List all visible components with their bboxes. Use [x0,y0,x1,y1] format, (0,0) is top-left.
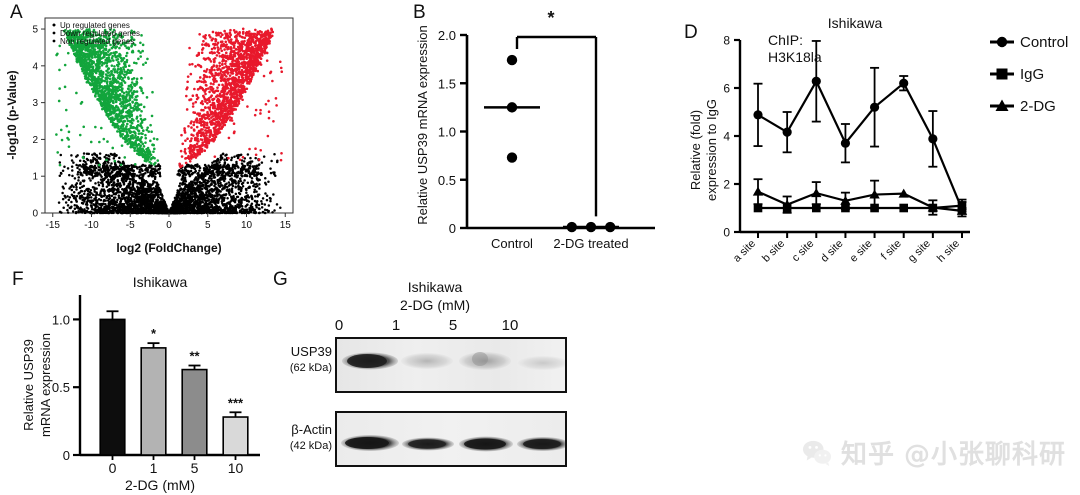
blot-image-actin [337,413,565,465]
bar-chart-f: 00.51.0 ****** 0 1 5 10 Ishikawa Relative U… [21,274,260,493]
bar-significance-3: *** [228,395,244,410]
panel-a: A -15 -10 -5 0 5 10 15 0 1 2 3 4 5 log2 (FoldChange)… [0,0,310,262]
panel-g: G Ishikawa 2-DG (mM) 0 1 5 10 USP39 (62 … [265,265,567,495]
panel-f-ylabel-2: mRNA expression [38,333,53,437]
dotplot-axes: 00.51.01.52.0 [438,28,655,236]
wechat-icon [802,440,832,466]
bar-xtick-1: 1 [150,460,158,476]
legend-up-label: Up regulated genes [60,21,130,30]
blot-row-label-actin: β-Actin (42 kDa) [260,422,332,453]
chip-xtick-5: f site [879,238,904,263]
chip-x-tick-labels: a site b site c site d site e site f site g si… [731,238,962,265]
watermark-handle: @小张聊科研 [903,440,1066,470]
blot-panel-actin [335,411,567,467]
blot-row-label-usp39: USP39 (62 kDa) [260,344,332,375]
chip-series [752,40,968,218]
legend-non-label: Non regulated genes [60,37,134,46]
panel-g-title-line2: 2-DG (mM) [400,297,470,313]
panel-f-title: Ishikawa [133,274,188,290]
blot-image-usp39 [337,339,565,391]
legend-igg-label: IgG [1020,66,1044,83]
panel-a-ylabel: -log10 (p-Value) [5,70,19,159]
blot-protein-actin: β-Actin [291,422,332,437]
legend-2dg-label: 2-DG [1020,98,1056,115]
blot-weight-usp39: (62 kDa) [289,361,332,374]
watermark: 知乎 @小张聊科研 [802,434,1066,471]
blot-lane-header-2: 5 [448,317,458,334]
legend-control-label: Control [1020,34,1068,51]
watermark-site: 知乎 [840,440,895,470]
blot-lane-header-0: 0 [334,317,344,334]
panel-d-subtitle-2: H3K18la [768,49,822,65]
blot-lane-header-3: 10 [501,317,519,334]
panel-b-significance: * [547,8,554,28]
bar-significance-2: ** [189,349,200,364]
panel-g-label: G [273,269,288,290]
volcano-legend: Up regulated genes Down regulated genes … [52,21,140,46]
chip-xtick-3: d site [818,238,845,265]
panel-f-ylabel-1: Relative USP39 [21,339,36,431]
dotplot-chart: 00.51.01.52.0 Relative USP39 mRNA expres… [415,8,655,251]
panel-d-ylabel-2: expression to IgG [704,99,719,201]
blot-weight-actin: (42 kDa) [289,439,332,452]
panel-d-label: D [684,22,698,43]
panel-a-xlabel: log2 (FoldChange) [116,241,221,255]
panel-a-label: A [10,2,23,23]
blot-panel-usp39 [335,337,567,393]
blot-lane-header-1: 1 [391,317,401,334]
bar-xtick-3: 10 [228,460,244,476]
blot-protein-usp39: USP39 [290,344,332,359]
chip-xtick-1: b site [760,238,787,265]
chip-xtick-7: h site [935,238,962,265]
panel-d-ylabel-1: Relative (fold) [688,110,703,190]
bar-f-bars: ****** [99,310,249,456]
panel-f: F 0 0.5 1.0 * ** *** 0 1 5 10 Ishikawa Relative… [0,265,270,495]
bar-xtick-2: 5 [191,460,199,476]
panel-b-label: B [413,2,426,23]
bar-xtick-0: 0 [109,460,117,476]
chip-xtick-6: g site [906,238,933,265]
panel-g-title-line1: Ishikawa [407,279,463,295]
panel-d-title: Ishikawa [828,15,883,31]
chip-xtick-0: a site [731,238,758,265]
panel-d-subtitle-1: ChIP: [768,32,803,48]
chip-legend: Control IgG 2-DG [990,34,1068,115]
panel-f-label: F [12,269,24,290]
bar-f-x-tick-labels: 0 1 5 10 [109,460,244,476]
panel-b: B 0 0.5 1.0 1.5 2.0 Relative USP39 mRNA expr… [405,0,670,262]
panel-b-ylabel: Relative USP39 mRNA expression [415,25,430,224]
dotplot-points [484,35,619,233]
volcano-points [55,27,284,215]
panel-b-xcat-control: Control [491,236,533,251]
panel-b-xcat-treated: 2-DG treated [553,236,628,251]
bar-significance-1: * [151,326,157,341]
panel-f-xlabel: 2-DG (mM) [125,477,195,493]
chip-xtick-4: e site [848,238,875,265]
chip-xtick-2: c site [790,238,817,265]
legend-down-label: Down regulated genes [60,29,140,38]
